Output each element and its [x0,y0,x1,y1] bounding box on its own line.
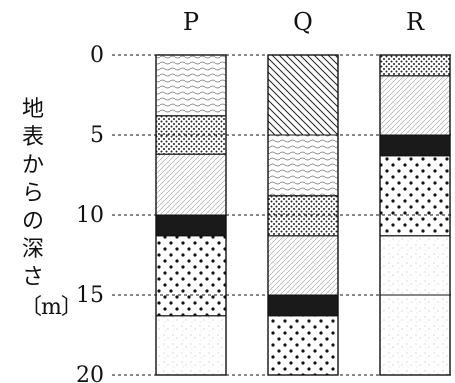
depth-tick-label: 15 [76,283,104,308]
layer-fine-hatch [155,153,227,216]
layer-large-dots [379,155,451,237]
layer-wavy [267,134,339,197]
layer-wavy [155,54,227,117]
layer-fine-hatch [379,75,451,136]
layer-faint-grain [155,315,227,376]
layer-diagonal-lines [267,54,339,136]
depth-ticks: 0 5 10 15 20 [76,43,104,383]
layer-large-dots [267,315,339,376]
layer-dense-dots [267,195,339,237]
column-name: Q [293,8,313,36]
layer-black [267,294,339,317]
y-axis-label: 地表からの深さ 〔m〕 [20,96,83,322]
column-outline [379,54,451,376]
layer-black [155,214,227,237]
column-outline [155,54,227,376]
strata-column: P [155,8,227,376]
layer-dense-dots [155,115,227,155]
column-outline [267,54,339,376]
y-axis-title: 地表からの深さ [21,97,44,290]
layer-faint-grain [379,294,451,376]
strata-column: Q [267,8,339,376]
depth-tick-label: 0 [90,43,104,68]
depth-tick-label: 5 [90,123,104,148]
layer-dense-dots [379,54,451,77]
y-axis-unit: 〔m〕 [20,295,83,320]
strata-column: R [379,8,451,376]
column-name: P [183,8,199,36]
depth-tick-label: 10 [76,203,104,228]
layer-large-dots [155,235,227,317]
layer-fine-hatch [267,235,339,296]
depth-tick-label: 20 [76,363,104,383]
strata-columns: P Q R [155,8,451,376]
layer-faint-grain [379,235,451,296]
layer-black [379,134,451,157]
column-name: R [406,8,425,36]
